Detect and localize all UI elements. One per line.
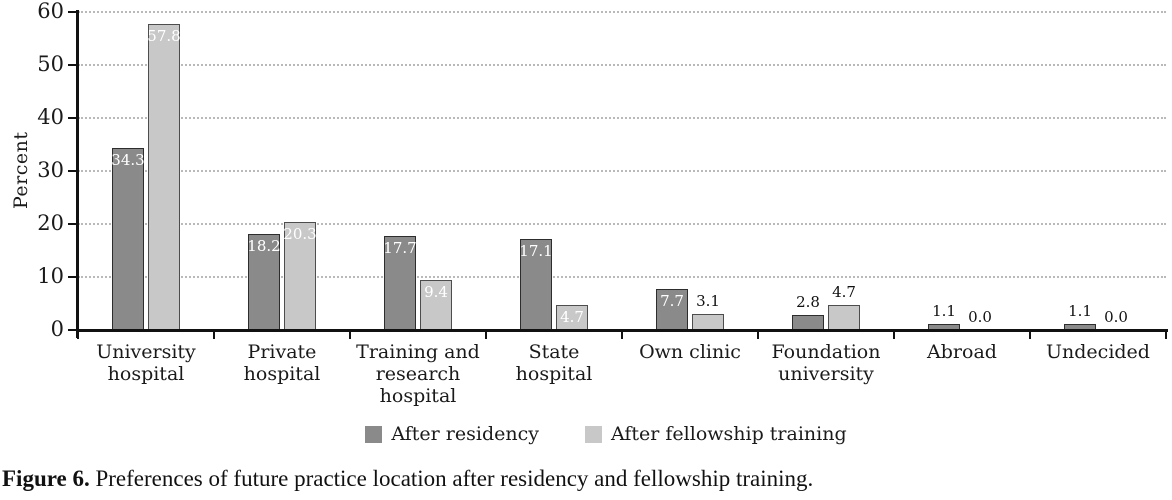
y-gridline [78, 117, 1166, 119]
chart-legend: After residency After fellowship training [40, 423, 1172, 445]
category-label: State hospital [515, 341, 593, 385]
category-label: Own clinic [639, 341, 741, 363]
bar-after-fellowship [828, 305, 860, 330]
bar-value-label: 17.7 [383, 239, 417, 258]
figure-caption-label: Figure 6. [2, 466, 90, 491]
y-tick-label: 10 [37, 264, 64, 288]
bar-value-label: 9.4 [424, 283, 448, 302]
y-tick [68, 11, 78, 13]
y-tick-label: 60 [37, 0, 64, 23]
category-label: Undecided [1046, 341, 1150, 363]
y-axis-line [76, 10, 79, 338]
legend-swatch-icon [365, 425, 383, 443]
y-tick [68, 276, 78, 278]
x-tick [213, 330, 215, 339]
y-tick-label: 40 [37, 105, 64, 129]
bar-after-residency [792, 315, 824, 330]
bar-after-residency [384, 236, 416, 330]
legend-swatch-icon [584, 425, 602, 443]
category-label: Foundation university [771, 341, 881, 385]
bar-after-residency [248, 233, 280, 330]
legend-label: After fellowship training [610, 423, 847, 445]
y-tick [68, 170, 78, 172]
bar-value-label: 34.3 [111, 151, 145, 170]
bar-value-label: 20.3 [283, 225, 317, 244]
x-tick [621, 330, 623, 339]
legend-label: After residency [391, 423, 539, 445]
y-tick [68, 64, 78, 66]
x-tick [757, 330, 759, 339]
y-gridline [78, 170, 1166, 172]
x-tick [1029, 330, 1031, 339]
y-tick-label: 50 [37, 52, 64, 76]
bar-value-label: 1.1 [1068, 302, 1092, 321]
legend-item: After fellowship training [584, 423, 847, 445]
x-tick [893, 330, 895, 339]
figure-caption-text: Preferences of future practice location … [89, 466, 814, 491]
bar-value-label: 57.8 [147, 26, 181, 45]
bar-after-residency [112, 148, 144, 330]
bar-after-fellowship [284, 222, 316, 330]
bar-value-label: 4.7 [832, 283, 856, 302]
category-label: Abroad [927, 341, 997, 363]
y-gridline [78, 64, 1166, 66]
category-label: Training and research hospital [356, 341, 480, 407]
y-tick [68, 329, 78, 331]
x-tick [485, 330, 487, 339]
bar-value-label: 4.7 [560, 308, 584, 327]
legend-item: After residency [365, 423, 539, 445]
y-gridline [78, 223, 1166, 225]
bar-value-label: 18.2 [247, 236, 281, 255]
category-label: University hospital [96, 341, 196, 385]
x-tick [349, 330, 351, 339]
bar-value-label: 2.8 [796, 293, 820, 312]
bar-value-label: 3.1 [696, 291, 720, 310]
bar-after-fellowship [148, 23, 180, 330]
bar-value-label: 7.7 [660, 292, 684, 311]
bar-chart: Percent 0 10 20 30 40 50 60 34.3 18.2 17.7 17.1 7.7… [10, 0, 1168, 407]
x-tick [77, 330, 79, 339]
bar-after-residency [656, 289, 688, 330]
bar-value-label: 1.1 [932, 302, 956, 321]
bar-value-label: 0.0 [1104, 308, 1128, 326]
y-gridline [78, 11, 1166, 13]
y-tick-label: 30 [37, 158, 64, 182]
bar-after-fellowship [420, 280, 452, 330]
bar-after-fellowship [692, 313, 724, 330]
y-gridline [78, 276, 1166, 278]
bar-value-label: 17.1 [519, 242, 553, 261]
y-tick [68, 117, 78, 119]
category-label: Private hospital [243, 341, 321, 385]
x-tick [1165, 330, 1167, 339]
y-tick-label: 20 [37, 211, 64, 235]
figure-caption: Figure 6. Preferences of future practice… [2, 466, 813, 492]
y-tick-label: 0 [50, 317, 64, 341]
y-tick [68, 223, 78, 225]
bar-value-label: 0.0 [968, 308, 992, 326]
